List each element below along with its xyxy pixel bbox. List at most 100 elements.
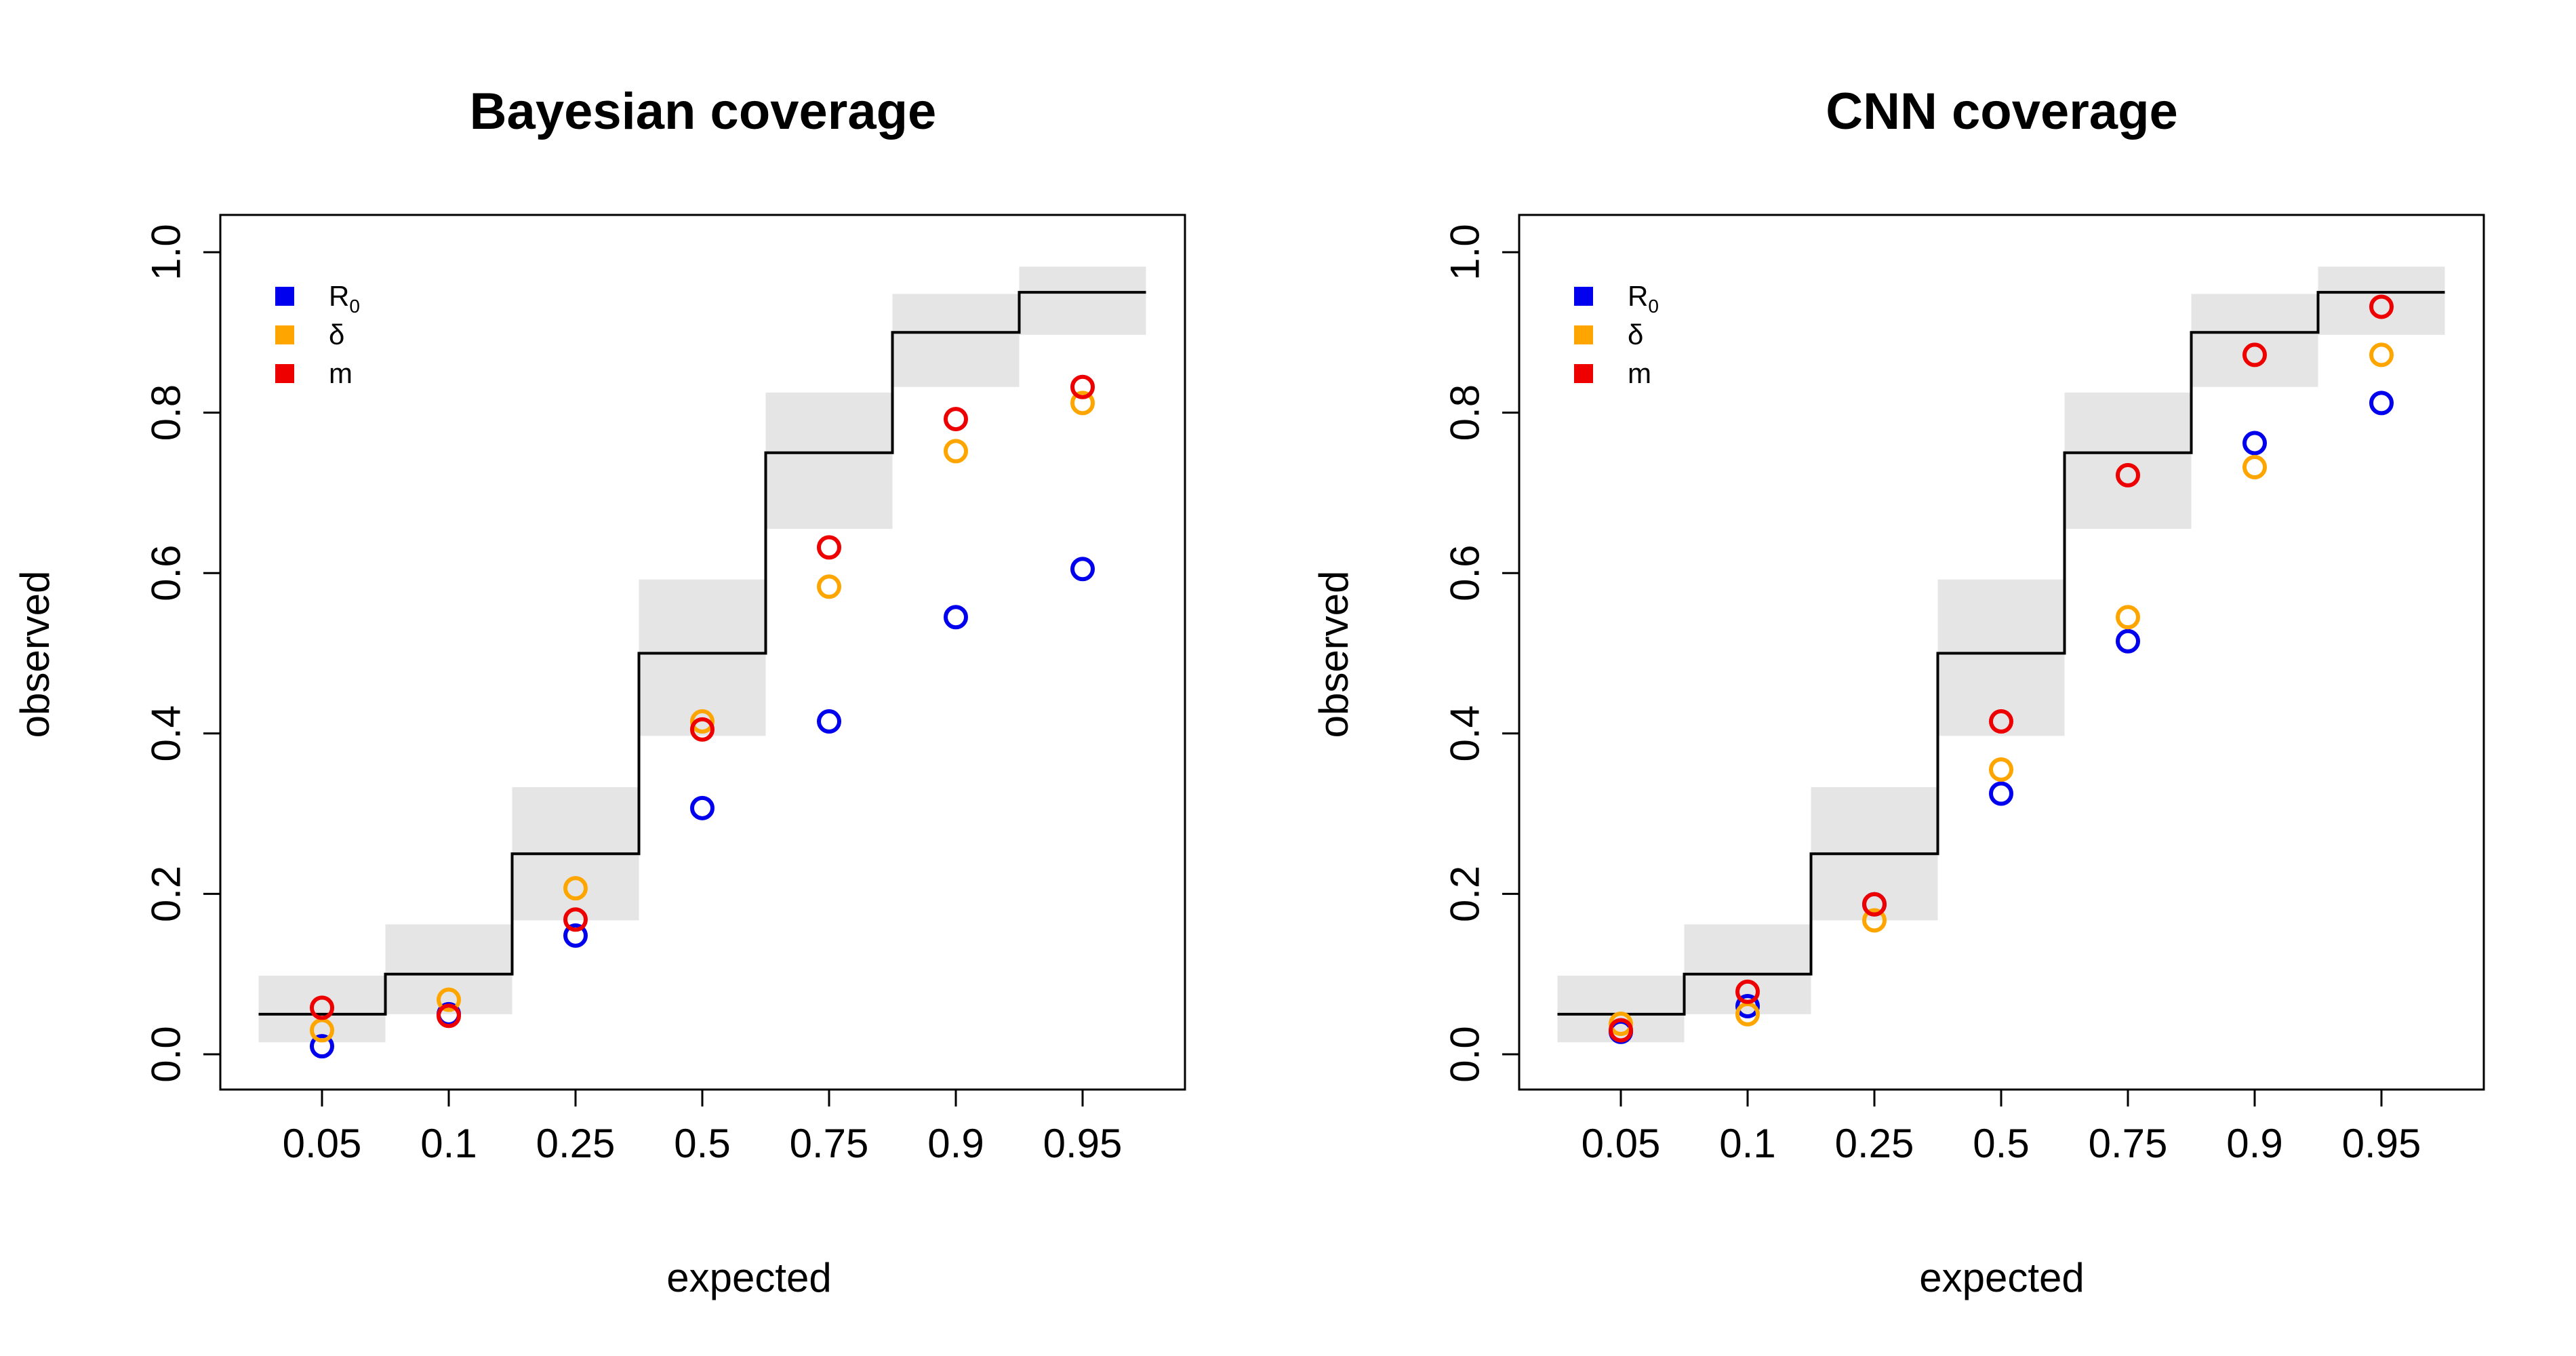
expected-step-line <box>258 291 1146 1016</box>
data-point <box>563 907 588 932</box>
x-tick-label: 0.5 <box>1973 1121 2029 1166</box>
x-tick-label: 0.95 <box>2342 1121 2421 1166</box>
data-point <box>310 1018 334 1043</box>
x-tick-label: 0.75 <box>2089 1121 2168 1166</box>
plot-frame <box>1518 214 2485 1091</box>
legend-label: R0 <box>329 280 360 317</box>
x-tick-label: 0.25 <box>1835 1121 1914 1166</box>
legend-swatch <box>1574 325 1593 344</box>
coverage-band <box>2191 294 2318 387</box>
y-tick-label: 0.4 <box>1443 705 1488 761</box>
plot-area: 0.05 0.1 0.25 0.5 0.75 0.9 0.95 0.0 0.2 0.4 0.6 0.8… <box>144 224 1146 1166</box>
y-tick-label: 0.2 <box>144 866 189 922</box>
chart-title: Bayesian coverage <box>470 83 937 140</box>
data-point <box>2369 342 2394 367</box>
data-point <box>1070 391 1095 416</box>
data-point <box>2369 391 2394 416</box>
data-point <box>1070 374 1095 399</box>
x-axis-label: expected <box>1919 1255 2085 1300</box>
x-tick-label: 0.5 <box>674 1121 730 1166</box>
data-point <box>2369 294 2394 319</box>
data-point <box>563 923 588 948</box>
legend-swatch <box>1574 364 1593 383</box>
y-tick-label: 0.0 <box>144 1026 189 1082</box>
y-tick-label: 0.8 <box>144 384 189 441</box>
data-point <box>2242 431 2267 456</box>
coverage-band <box>385 924 512 1014</box>
plot-area: 0.05 0.1 0.25 0.5 0.75 0.9 0.95 0.0 0.2 0.4 0.6 0.8… <box>1443 224 2445 1166</box>
data-point <box>690 717 715 742</box>
coverage-band <box>2064 393 2192 530</box>
x-tick-label: 0.9 <box>927 1121 984 1166</box>
data-point <box>1989 781 2013 806</box>
legend-label: m <box>1628 357 1651 389</box>
coverage-band <box>258 976 386 1043</box>
data-point <box>2116 629 2140 654</box>
x-tick-label: 0.75 <box>790 1121 869 1166</box>
coverage-band <box>1019 266 1146 335</box>
data-point <box>2242 455 2267 480</box>
legend-swatch <box>1574 287 1593 306</box>
legend-swatch <box>275 364 294 383</box>
legend-label: m <box>329 357 353 389</box>
data-point <box>1735 1001 1760 1026</box>
data-point <box>563 876 588 901</box>
data-point <box>310 995 334 1020</box>
data-point <box>1735 979 1760 1004</box>
data-point <box>1862 892 1887 917</box>
data-point <box>1609 1018 1633 1043</box>
data-point <box>690 795 715 820</box>
expected-step-line <box>1557 291 2445 1016</box>
panel-bayesian: Bayesian coverage 0.05 0.1 0.25 0.5 0.75 0.9 0… <box>12 83 1186 1300</box>
plot-frame <box>219 214 1186 1091</box>
legend-label: δ <box>329 319 344 351</box>
legend-label: R0 <box>1628 280 1659 317</box>
y-tick-label: 1.0 <box>144 224 189 280</box>
data-point <box>310 1034 334 1059</box>
chart-title: CNN coverage <box>1826 83 2178 140</box>
x-tick-label: 0.1 <box>420 1121 477 1166</box>
coverage-band <box>2318 266 2445 335</box>
data-point <box>1070 557 1095 582</box>
y-axis-label: observed <box>12 571 58 738</box>
y-axis-label: observed <box>1311 571 1356 738</box>
x-tick-label: 0.05 <box>1582 1121 1661 1166</box>
data-point <box>1989 757 2013 782</box>
x-tick-label: 0.95 <box>1043 1121 1123 1166</box>
x-axis-label: expected <box>666 1255 832 1300</box>
data-point <box>2116 462 2140 487</box>
data-point <box>817 535 841 560</box>
coverage-band <box>1684 924 1811 1014</box>
data-point <box>2116 605 2140 630</box>
y-tick-label: 0.6 <box>1443 544 1488 601</box>
y-tick-label: 0.6 <box>144 544 189 601</box>
data-point <box>437 987 461 1012</box>
data-point <box>944 407 968 432</box>
data-point <box>817 574 841 599</box>
data-point <box>437 1003 461 1029</box>
legend-label: δ <box>1628 319 1643 351</box>
x-tick-label: 0.05 <box>283 1121 362 1166</box>
data-point <box>817 709 841 734</box>
panel-cnn: CNN coverage 0.05 0.1 0.25 0.5 0.75 0.9 0.950.… <box>1311 83 2485 1300</box>
data-point <box>944 439 968 464</box>
data-point <box>1862 908 1887 933</box>
coverage-band <box>765 393 893 530</box>
coverage-band <box>1557 976 1685 1043</box>
y-tick-label: 0.0 <box>1443 1026 1488 1082</box>
coverage-band <box>892 294 1020 387</box>
data-point <box>1735 994 1760 1019</box>
x-tick-label: 0.9 <box>2226 1121 2282 1166</box>
y-tick-label: 1.0 <box>1443 224 1488 280</box>
y-tick-label: 0.2 <box>1443 866 1488 922</box>
x-tick-label: 0.1 <box>1719 1121 1775 1166</box>
data-point <box>690 709 715 734</box>
data-point <box>944 605 968 630</box>
y-tick-label: 0.8 <box>1443 384 1488 441</box>
legend-swatch <box>275 325 294 344</box>
legend-swatch <box>275 287 294 306</box>
data-point <box>1989 709 2013 734</box>
y-tick-label: 0.4 <box>144 705 189 761</box>
